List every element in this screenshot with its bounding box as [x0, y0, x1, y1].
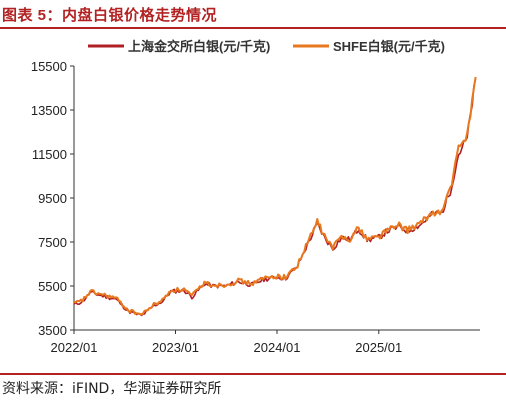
series-line-1 — [73, 79, 477, 317]
x-tick-label: 2022/01 — [51, 340, 98, 355]
y-tick-label: 11500 — [32, 147, 67, 162]
legend-label-2: SHFE白银(元/千克) — [333, 39, 445, 54]
page-title: 图表 5：内盘白银价格走势情况 — [2, 7, 218, 24]
y-tick-label: 15500 — [31, 59, 67, 74]
source-note: 资料来源：iFIND，华源证券研究所 — [2, 381, 222, 397]
series-line-2 — [74, 76, 477, 316]
legend-label-1: 上海金交所白银(元/千克) — [128, 39, 270, 54]
y-tick-label: 5500 — [38, 279, 67, 294]
chart-legend: 上海金交所白银(元/千克) SHFE白银(元/千克) — [88, 39, 445, 54]
x-tick-label: 2023/01 — [152, 340, 199, 355]
y-axis: 3500 5500 7500 9500 11500 13500 15500 — [31, 59, 75, 338]
x-axis: 2022/01 2023/01 2024/01 2025/01 — [51, 329, 480, 355]
y-tick-label: 7500 — [38, 235, 67, 250]
y-tick-label: 3500 — [38, 323, 67, 338]
x-tick-label: 2025/01 — [355, 340, 402, 355]
y-tick-label: 13500 — [31, 103, 67, 118]
y-tick-label: 9500 — [38, 191, 67, 206]
x-tick-label: 2024/01 — [254, 340, 301, 355]
title-underline — [0, 27, 506, 29]
series-lines — [73, 76, 477, 317]
footer-rule — [0, 373, 506, 375]
